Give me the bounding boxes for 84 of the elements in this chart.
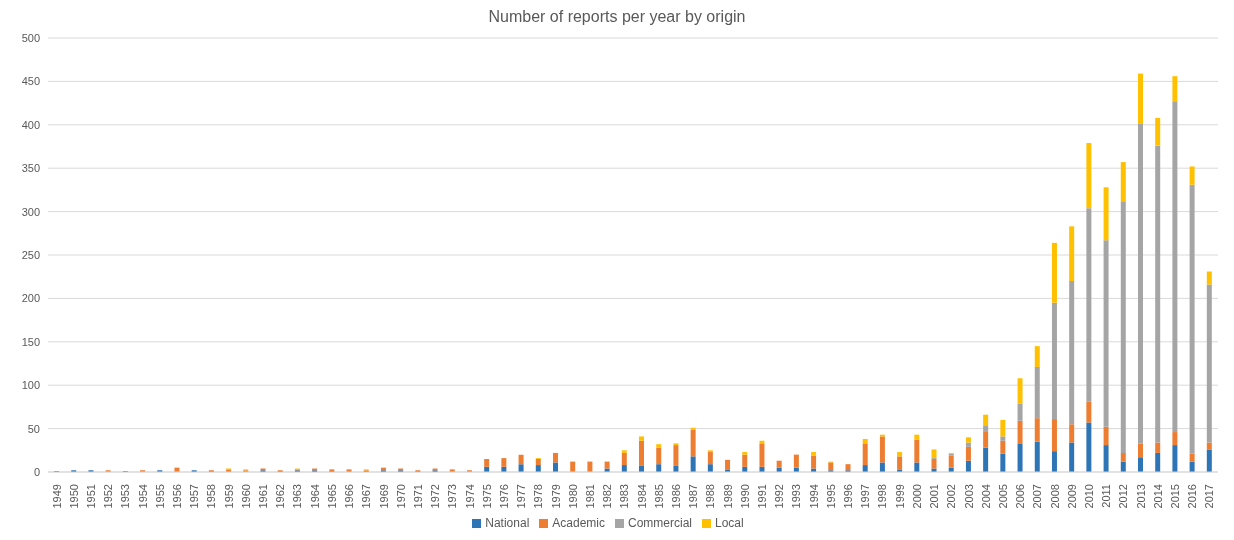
x-tick-label: 2003: [962, 484, 975, 509]
x-tick-label: 1965: [325, 484, 338, 509]
y-tick-label: 350: [21, 162, 40, 175]
x-tick-label: 1971: [411, 484, 424, 509]
x-tick-label: 1967: [360, 484, 373, 509]
x-tick-label: 1988: [704, 484, 717, 509]
x-tick-label: 1985: [652, 484, 665, 509]
x-tick-label: 1996: [842, 484, 855, 509]
x-tick-label: 2001: [928, 484, 941, 509]
x-tick-label: 1950: [67, 484, 80, 509]
x-tick-label: 2002: [945, 484, 958, 509]
x-tick-label: 1979: [549, 484, 562, 509]
x-tick-label: 1962: [274, 484, 287, 509]
x-tick-label: 2011: [1100, 484, 1113, 508]
x-tick-label: 1956: [171, 484, 184, 509]
x-tick-label: 2012: [1117, 484, 1130, 509]
y-tick-label: 500: [21, 31, 40, 44]
x-tick-label: 1951: [85, 484, 98, 509]
x-tick-label: 2009: [1065, 484, 1078, 509]
x-tick-label: 2006: [1014, 484, 1027, 509]
x-tick-label: 1990: [738, 484, 751, 509]
x-tick-label: 2007: [1031, 484, 1044, 509]
y-tick-label: 200: [21, 292, 40, 305]
x-tick-label: 1957: [188, 484, 201, 509]
y-tick-label: 300: [21, 205, 40, 218]
x-tick-label: 1974: [463, 484, 476, 509]
y-tick-label: 100: [21, 379, 40, 392]
x-tick-label: 1980: [566, 484, 579, 509]
x-tick-label: 1992: [773, 484, 786, 509]
x-tick-label: 1977: [515, 484, 528, 509]
x-tick-label: 1955: [153, 484, 166, 509]
y-tick-label: 50: [27, 422, 40, 435]
x-tick-label: 1981: [583, 484, 596, 509]
x-tick-label: 1986: [670, 484, 683, 509]
x-tick-label: 1961: [257, 484, 270, 509]
x-tick-label: 1954: [136, 484, 149, 509]
x-tick-label: 1969: [377, 484, 390, 509]
x-tick-label: 1960: [239, 484, 252, 509]
x-tick-label: 1966: [343, 484, 356, 509]
legend-label: National: [485, 516, 530, 530]
x-tick-label: 1984: [635, 484, 648, 509]
x-tick-label: 1958: [205, 484, 218, 509]
x-tick-label: 2016: [1186, 484, 1199, 509]
x-tick-label: 1994: [807, 484, 820, 509]
x-tick-label: 1964: [308, 484, 321, 509]
x-tick-label: 2017: [1203, 484, 1216, 509]
x-tick-label: 1983: [618, 484, 631, 509]
x-tick-label: 1975: [480, 484, 493, 509]
x-tick-label: 1953: [119, 484, 132, 509]
x-tick-label: 2015: [1168, 484, 1181, 509]
x-tick-label: 2014: [1151, 484, 1164, 509]
x-tick-label: 1978: [532, 484, 545, 509]
x-tick-label: 1991: [756, 484, 769, 509]
x-tick-label: 1982: [601, 484, 614, 509]
x-tick-label: 1972: [429, 484, 442, 509]
y-tick-label: 400: [21, 118, 40, 131]
y-tick-label: 0: [33, 465, 40, 478]
x-tick-label: 2008: [1048, 484, 1061, 509]
x-tick-label: 1949: [50, 484, 63, 509]
x-tick-label: 2004: [979, 484, 992, 509]
x-tick-label: 1970: [394, 484, 407, 509]
x-tick-label: 1993: [790, 484, 803, 509]
x-tick-label: 1999: [893, 484, 906, 509]
x-tick-label: 2013: [1134, 484, 1147, 509]
x-tick-label: 1976: [497, 484, 510, 509]
x-tick-label: 2010: [1082, 484, 1095, 509]
x-tick-label: 1987: [687, 484, 700, 509]
x-tick-label: 1995: [824, 484, 837, 509]
legend-label: Local: [715, 516, 744, 530]
x-tick-label: 1997: [859, 484, 872, 509]
chart-title: Number of reports per year by origin: [487, 8, 747, 27]
legend-label: Commercial: [628, 516, 693, 530]
x-tick-label: 1998: [876, 484, 889, 509]
y-tick-label: 450: [21, 75, 40, 88]
x-tick-label: 2005: [996, 484, 1009, 509]
legend-label: Academic: [552, 516, 605, 530]
x-tick-label: 2000: [910, 484, 923, 509]
y-tick-label: 250: [21, 248, 40, 261]
x-tick-label: 1989: [721, 484, 734, 509]
x-tick-label: 1952: [102, 484, 115, 509]
y-tick-label: 150: [21, 335, 40, 348]
x-tick-label: 1963: [291, 484, 304, 509]
x-tick-label: 1959: [222, 484, 235, 509]
x-tick-label: 1973: [446, 484, 459, 509]
